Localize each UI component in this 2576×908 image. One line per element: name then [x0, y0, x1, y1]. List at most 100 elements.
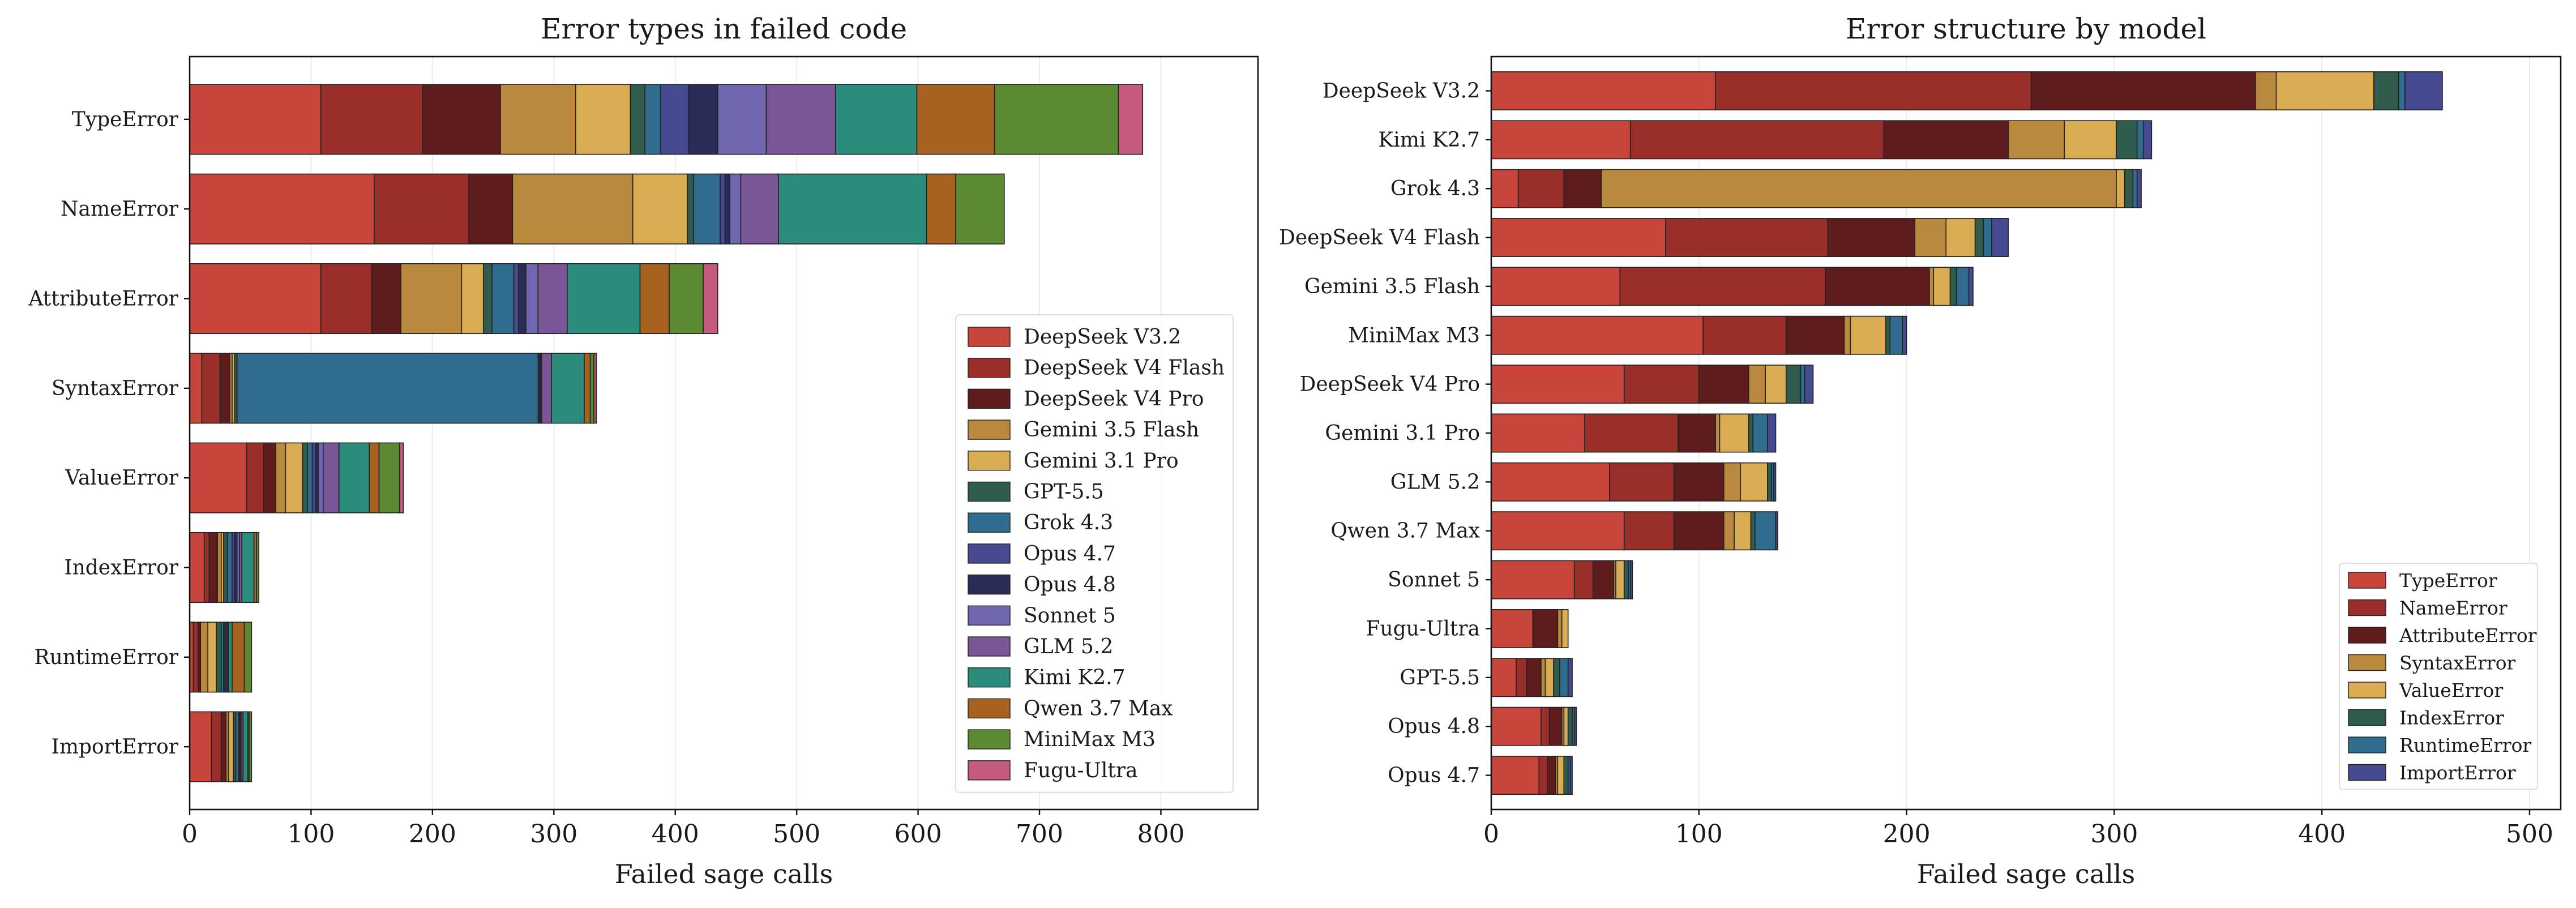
- bar-grok-4-3-typeerror: [1491, 169, 1519, 208]
- bar-indexerror-gemini-3-5-flash: [217, 532, 222, 603]
- bar-attributeerror-opus-4-8: [518, 263, 527, 335]
- bar-deepseek-v3-2-nameerror: [1715, 71, 2032, 110]
- legend-swatch-indexerror: [2348, 709, 2386, 726]
- bar-fugu-ultra-valueerror: [1561, 609, 1569, 648]
- bar-grok-4-3-valueerror: [2116, 169, 2125, 208]
- chart-error-types: TypeError NameError AttributeError SyntaxEr…: [28, 12, 1259, 889]
- bar-glm-5-2-attributeerror: [1673, 462, 1725, 502]
- bar-grok-4-3-runtimeerror: [2132, 169, 2138, 208]
- bar-attributeerror-deepseek-v3-2: [189, 263, 322, 335]
- bar-gemini-3-5-flash-nameerror: [1619, 267, 1826, 306]
- legend-box: [955, 314, 1234, 793]
- bar-gemini-3-5-flash-importerror: [1968, 267, 1974, 306]
- y-tick-label: TypeError: [72, 108, 179, 131]
- x-tick-label: 300: [530, 820, 577, 849]
- y-tick-label: DeepSeek V3.2: [1323, 79, 1480, 102]
- bar-gemini-3-5-flash-attributeerror: [1825, 267, 1930, 306]
- bar-syntaxerror-glm-5-2: [541, 353, 552, 424]
- bar-gemini-3-1-pro-importerror: [1767, 413, 1777, 453]
- bar-syntaxerror-fugu-ultra: [593, 353, 597, 424]
- bar-deepseek-v3-2-valueerror: [2275, 71, 2374, 110]
- bar-attributeerror-qwen-3-7-max: [639, 263, 670, 335]
- bar-gemini-3-5-flash-runtimeerror: [1955, 267, 1970, 306]
- y-tick-label: RuntimeError: [35, 646, 179, 669]
- bar-importerror-deepseek-v4-pro: [220, 711, 227, 782]
- bar-importerror-gemini-3-1-pro: [228, 711, 234, 782]
- bar-typeerror-grok-4-3: [644, 84, 661, 155]
- x-tick-label: 300: [2090, 820, 2138, 849]
- bar-deepseek-v4-flash-syntaxerror: [1914, 218, 1947, 258]
- bar-attributeerror-deepseek-v4-flash: [320, 263, 373, 335]
- bar-qwen-3-7-max-typeerror: [1491, 511, 1625, 551]
- bar-qwen-3-7-max-runtimeerror: [1755, 511, 1777, 551]
- x-tick-label: 600: [895, 820, 942, 849]
- bar-runtimeerror-deepseek-v4-flash: [192, 622, 199, 693]
- y-tick-label: DeepSeek V4 Flash: [1279, 226, 1480, 250]
- bar-glm-5-2-typeerror: [1491, 462, 1610, 502]
- bar-attributeerror-gemini-3-1-pro: [461, 263, 484, 335]
- bar-opus-4-8-importerror: [1573, 706, 1577, 746]
- bar-gpt-5-5-syntaxerror: [1541, 658, 1546, 697]
- bar-sonnet-5-typeerror: [1491, 560, 1575, 599]
- legend-label-nameerror: NameError: [2399, 597, 2507, 619]
- bar-typeerror-gemini-3-5-flash: [500, 84, 576, 155]
- bar-glm-5-2-nameerror: [1609, 462, 1675, 502]
- bar-valueerror-minimax-m3: [378, 442, 400, 513]
- chart-title: Error types in failed code: [541, 12, 907, 45]
- bar-deepseek-v3-2-indexerror: [2373, 71, 2399, 110]
- y-tick-label: NameError: [61, 198, 179, 221]
- bar-opus-4-7-attributeerror: [1547, 756, 1556, 795]
- bar-typeerror-glm-5-2: [765, 84, 836, 155]
- bar-nameerror-gemini-3-1-pro: [632, 173, 688, 245]
- bar-sonnet-5-indexerror: [1623, 560, 1629, 599]
- bar-grok-4-3-nameerror: [1517, 169, 1565, 208]
- bar-qwen-3-7-max-valueerror: [1734, 511, 1752, 551]
- bar-deepseek-v4-flash-indexerror: [1974, 218, 1984, 258]
- bar-nameerror-minimax-m3: [955, 173, 1005, 245]
- bar-syntaxerror-deepseek-v4-pro: [219, 353, 230, 424]
- bar-attributeerror-grok-4-3: [491, 263, 515, 335]
- bar-syntaxerror-qwen-3-7-max: [584, 353, 591, 424]
- bar-glm-5-2-importerror: [1773, 462, 1777, 502]
- bar-importerror-deepseek-v4-flash: [211, 711, 222, 782]
- bar-typeerror-deepseek-v3-2: [189, 84, 322, 155]
- bar-importerror-minimax-m3: [249, 711, 253, 782]
- bar-nameerror-grok-4-3: [693, 173, 721, 245]
- bar-deepseek-v4-pro-indexerror: [1786, 365, 1802, 404]
- legend-label-deepseek-v4-flash: DeepSeek V4 Flash: [1024, 357, 1225, 380]
- bar-gemini-3-5-flash-valueerror: [1933, 267, 1951, 306]
- y-tick-label: Opus 4.7: [1388, 764, 1480, 787]
- bar-minimax-m3-attributeerror: [1786, 315, 1845, 355]
- bar-deepseek-v4-flash-attributeerror: [1827, 218, 1916, 258]
- bar-opus-4-7-indexerror: [1563, 756, 1569, 795]
- y-tick-label: MiniMax M3: [1348, 324, 1480, 347]
- legend-swatch-attributeerror: [2348, 627, 2386, 644]
- legend-label-runtimeerror: RuntimeError: [2399, 734, 2531, 756]
- bar-deepseek-v4-flash-nameerror: [1665, 218, 1829, 258]
- bar-nameerror-deepseek-v4-flash: [374, 173, 469, 245]
- bar-valueerror-glm-5-2: [323, 442, 340, 513]
- bar-deepseek-v3-2-runtimeerror: [2398, 71, 2406, 110]
- bar-opus-4-8-nameerror: [1541, 706, 1550, 746]
- y-tick-label: AttributeError: [28, 288, 178, 311]
- bar-kimi-k2-7-attributeerror: [1883, 120, 2009, 160]
- legend-swatch-sonnet-5: [968, 605, 1011, 626]
- legend-label-glm-5-2: GLM 5.2: [1024, 635, 1113, 658]
- legend-swatch-typeerror: [2348, 572, 2386, 589]
- y-tick-label: Kimi K2.7: [1378, 129, 1480, 152]
- bar-opus-4-7-nameerror: [1538, 756, 1548, 795]
- legend-label-importerror: ImportError: [2399, 762, 2516, 784]
- legend-swatch-minimax-m3: [968, 729, 1011, 749]
- bar-gpt-5-5-typeerror: [1491, 658, 1517, 697]
- bar-minimax-m3-valueerror: [1850, 315, 1886, 355]
- legend-swatch-opus-4-8: [968, 574, 1011, 595]
- bar-attributeerror-opus-4-7: [513, 263, 519, 335]
- bar-valueerror-deepseek-v3-2: [189, 442, 247, 513]
- bar-attributeerror-minimax-m3: [669, 263, 704, 335]
- y-tick-label: Gemini 3.1 Pro: [1325, 422, 1480, 445]
- bar-deepseek-v4-pro-syntaxerror: [1748, 365, 1766, 404]
- y-tick-label: GLM 5.2: [1390, 470, 1480, 494]
- bar-deepseek-v4-pro-attributeerror: [1698, 365, 1749, 404]
- bar-gpt-5-5-valueerror: [1544, 658, 1554, 697]
- x-tick-label: 400: [652, 820, 699, 849]
